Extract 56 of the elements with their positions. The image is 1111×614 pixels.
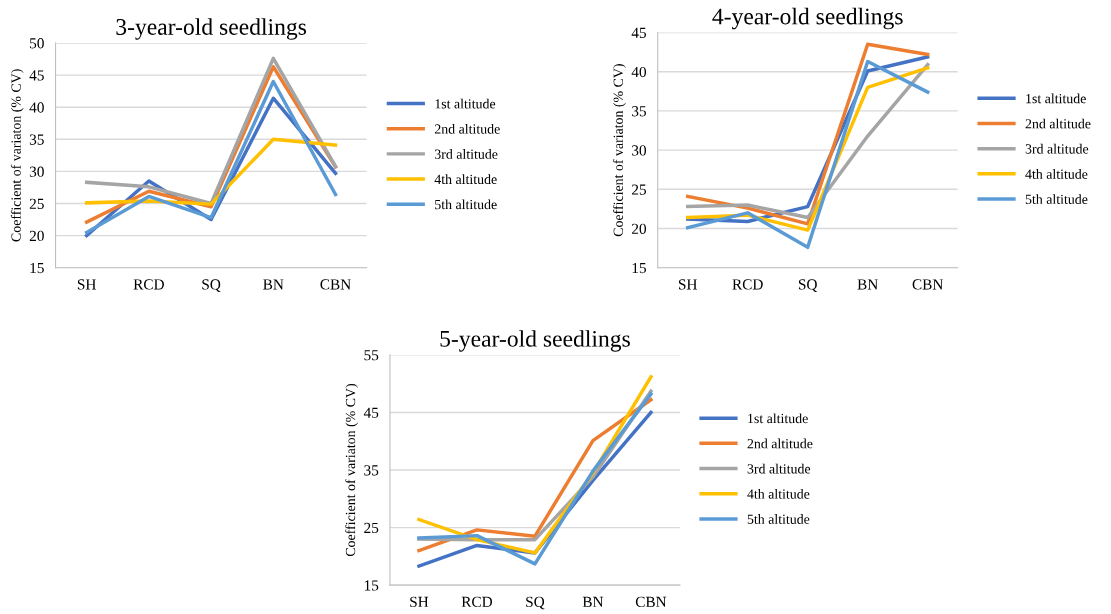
x-tick-label: BN [263, 279, 284, 290]
x-tick-label: SH [410, 596, 429, 607]
x-tick-label: BN [582, 596, 604, 607]
y-tick-label: 40 [631, 66, 647, 78]
x-tick-label: BN [857, 279, 878, 290]
x-tick-label: CBN [635, 596, 667, 607]
y-tick-label: 45 [631, 27, 646, 38]
x-tick-label: RCD [133, 279, 164, 290]
x-tick-label: RCD [732, 279, 763, 290]
legend-label: 3rd altitude [434, 149, 498, 159]
chart-title: 3-year-old seedlings [116, 18, 307, 40]
legend-label: 5th altitude [435, 199, 497, 210]
legend-label: 4th altitude [747, 488, 810, 499]
y-tick-label: 50 [30, 38, 44, 49]
legend-label: 5th altitude [1025, 194, 1088, 204]
y-tick-label: 35 [632, 106, 646, 117]
y-tick-label: 20 [631, 223, 647, 234]
legend-label: 2nd altitude [747, 438, 813, 449]
y-tick-label: 25 [631, 184, 646, 195]
legend-label: 5th altitude [747, 514, 810, 524]
y-axis-title: Coefficient of variaton (% CV) [10, 69, 24, 242]
y-tick-label: 20 [29, 230, 44, 242]
chart-title: 4-year-old seedlings [712, 7, 903, 30]
y-tick-label: 15 [364, 580, 379, 591]
x-tick-label: CBN [912, 279, 944, 290]
y-tick-label: 40 [29, 102, 44, 113]
legend-label: 2nd altitude [434, 123, 500, 134]
x-tick-label: SQ [798, 279, 818, 292]
y-axis-title: Coefficient of variaton (% CV) [345, 383, 359, 557]
legend-label: 3rd altitude [747, 463, 811, 474]
y-axis-title: Coefficient of variaton (% CV) [613, 64, 626, 237]
y-tick-label: 25 [364, 522, 379, 534]
legend-label: 1st altitude [1026, 93, 1086, 104]
y-tick-label: 55 [364, 350, 379, 361]
x-tick-label: SQ [526, 596, 545, 610]
legend-label: 4th altitude [1025, 169, 1088, 179]
y-tick-label: 25 [29, 198, 44, 209]
legend-label: 1st altitude [435, 98, 496, 109]
x-tick-label: RCD [461, 596, 493, 607]
y-tick-label: 35 [29, 134, 44, 145]
y-tick-label: 15 [632, 262, 646, 274]
legend-label: 4th altitude [434, 174, 497, 185]
legend-label: 1st altitude [748, 413, 808, 424]
x-tick-label: SH [678, 279, 698, 290]
y-tick-label: 15 [30, 262, 44, 274]
x-tick-label: SH [77, 279, 96, 290]
x-tick-label: SQ [202, 279, 221, 292]
legend-label: 2nd altitude [1025, 118, 1091, 129]
y-tick-label: 45 [363, 407, 379, 418]
y-tick-label: 45 [29, 70, 44, 81]
y-tick-label: 30 [632, 145, 647, 156]
chart-title: 5-year-old seedlings [440, 330, 630, 352]
y-tick-label: 30 [29, 166, 44, 177]
x-tick-label: CBN [320, 279, 351, 290]
y-tick-label: 35 [364, 465, 379, 476]
legend-label: 3rd altitude [1025, 143, 1089, 154]
